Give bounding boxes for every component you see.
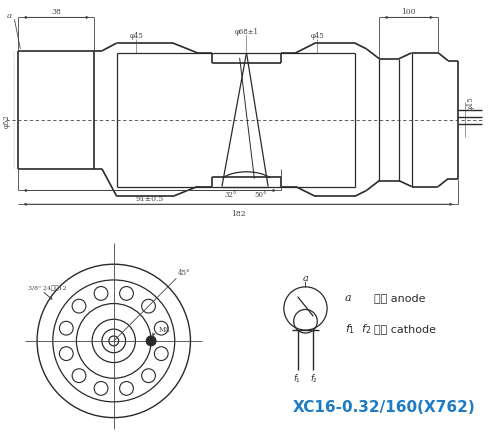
Text: $f_1$  $f_2$: $f_1$ $f_2$ bbox=[345, 321, 371, 335]
Text: φ15: φ15 bbox=[467, 96, 475, 110]
Text: a: a bbox=[7, 12, 12, 21]
Text: 91±0.5: 91±0.5 bbox=[135, 195, 164, 203]
Text: φ52: φ52 bbox=[2, 113, 10, 127]
Text: 182: 182 bbox=[231, 210, 246, 218]
Text: XC16-0.32/160(X762): XC16-0.32/160(X762) bbox=[293, 399, 476, 414]
Text: 50°: 50° bbox=[254, 191, 266, 199]
Circle shape bbox=[146, 336, 156, 346]
Text: a: a bbox=[303, 273, 308, 282]
Text: φ68±1: φ68±1 bbox=[235, 28, 258, 36]
Text: 100: 100 bbox=[401, 7, 416, 15]
Text: M4: M4 bbox=[159, 325, 171, 333]
Text: a: a bbox=[345, 292, 352, 302]
Text: 38: 38 bbox=[51, 7, 61, 15]
Text: $f_1$: $f_1$ bbox=[293, 371, 301, 384]
Text: 3/8" 24牙圈12: 3/8" 24牙圈12 bbox=[28, 284, 67, 290]
Text: 阴极 cathode: 阴极 cathode bbox=[374, 323, 436, 333]
Text: 阳极 anode: 阳极 anode bbox=[374, 292, 426, 302]
Text: φ45: φ45 bbox=[129, 32, 143, 40]
Text: 45°: 45° bbox=[178, 269, 190, 277]
Text: φ45: φ45 bbox=[310, 32, 324, 40]
Text: $f_2$: $f_2$ bbox=[310, 371, 318, 384]
Text: 32°: 32° bbox=[225, 191, 237, 199]
